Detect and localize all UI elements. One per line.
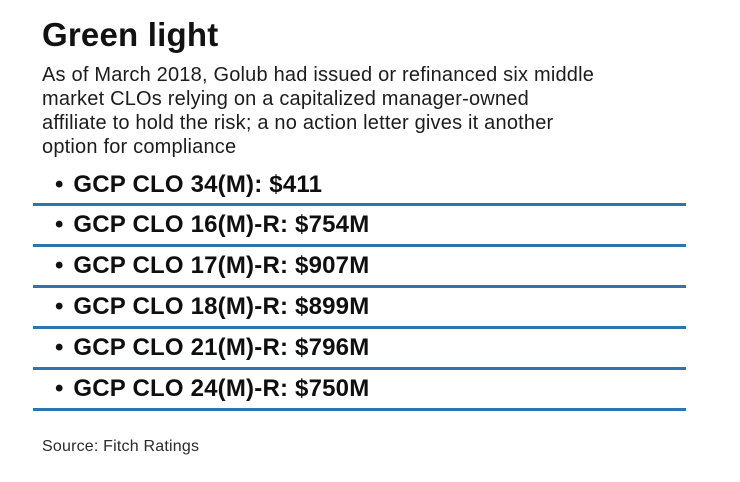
list-item: • GCP CLO 17(M)-R: $907M	[33, 247, 686, 288]
description-line: option for compliance	[42, 136, 237, 158]
description-line: market CLOs relying on a capitalized man…	[42, 88, 529, 110]
bullet-icon: •	[55, 375, 64, 402]
list-item-label: GCP CLO 17(M)-R: $907M	[73, 252, 370, 279]
figure-description: As of March 2018, Golub had issued or re…	[42, 63, 740, 159]
bullet-icon: •	[55, 252, 64, 279]
list-item-label: GCP CLO 18(M)-R: $899M	[73, 293, 370, 320]
list-item-label: GCP CLO 34(M): $411	[73, 170, 323, 198]
bullet-icon: •	[55, 334, 64, 361]
bullet-icon: •	[55, 170, 64, 198]
list-item: • GCP CLO 24(M)-R: $750M	[33, 370, 686, 411]
bullet-icon: •	[55, 293, 64, 320]
source-attribution: Source: Fitch Ratings	[42, 438, 200, 455]
list-item-label: GCP CLO 16(M)-R: $754M	[73, 211, 370, 238]
bullet-icon: •	[55, 211, 64, 238]
list-item: • GCP CLO 16(M)-R: $754M	[33, 206, 686, 247]
list-item-label: GCP CLO 24(M)-R: $750M	[73, 375, 370, 402]
list-item-label: GCP CLO 21(M)-R: $796M	[73, 334, 370, 361]
list-item: • GCP CLO 21(M)-R: $796M	[33, 329, 686, 370]
description-line: As of March 2018, Golub had issued or re…	[42, 64, 595, 86]
list-item: • GCP CLO 18(M)-R: $899M	[33, 288, 686, 329]
clo-list: • GCP CLO 34(M): $411 • GCP CLO 16(M)-R:…	[33, 166, 686, 411]
list-item: • GCP CLO 34(M): $411	[33, 166, 686, 206]
page-title: Green light	[42, 16, 219, 53]
description-line: affiliate to hold the risk; a no action …	[42, 112, 554, 134]
